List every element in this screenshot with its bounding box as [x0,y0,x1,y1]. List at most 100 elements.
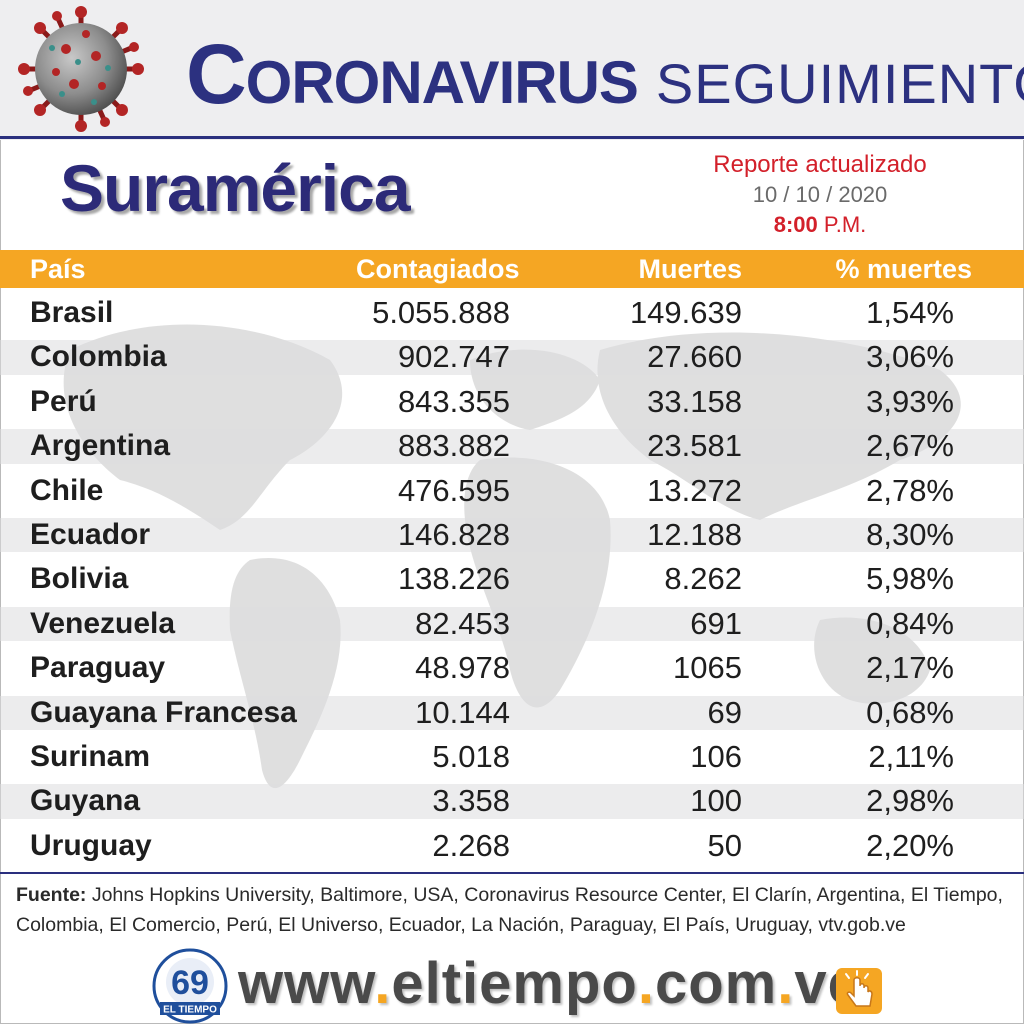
footer: 69 EL TIEMPO www.eltiempo.com.ve [0,944,1024,1024]
cell-country: Guayana Francesa [30,695,297,729]
cell-cases: 902.747 [397,339,510,375]
cell-cases: 883.882 [397,428,510,464]
cell-deaths: 1065 [673,650,742,686]
region-heading: Suramérica [60,151,411,225]
title-seguimiento: SEGUIMIENTO [655,52,1024,115]
coronavirus-icon [18,6,144,132]
table-row: Ecuador 146.828 12.188 8,30% [0,513,1024,557]
cell-deaths: 50 [707,827,742,863]
logo-number: 69 [171,964,209,1002]
cell-cases: 82.453 [415,605,510,641]
el-tiempo-69-logo: 69 EL TIEMPO [152,948,228,1024]
cell-country: Brasil [30,296,114,329]
column-header-death-rate: % muertes [835,254,972,284]
table-row: Guyana 3.358 100 2,98% [0,779,1024,823]
title-rest: ORONAVIRUS [245,49,639,116]
cell-cases: 10.144 [415,694,510,730]
cell-country: Chile [30,473,104,507]
cell-cases: 843.355 [397,383,510,419]
cell-death-rate: 2,67% [866,428,954,464]
cell-death-rate: 2,20% [866,827,954,863]
table-row: Guayana Francesa 10.144 69 0,68% [0,691,1024,735]
cell-deaths: 691 [690,605,742,641]
cell-cases: 48.978 [415,650,510,686]
cell-cases: 3.358 [432,783,510,819]
table-header: País Contagiados Muertes % muertes [0,250,1024,288]
cell-death-rate: 2,11% [868,738,954,774]
cell-death-rate: 2,78% [866,472,954,508]
cell-death-rate: 3,93% [866,383,954,419]
cell-death-rate: 3,06% [866,339,954,375]
table-row: Venezuela 82.453 691 0,84% [0,602,1024,646]
cell-deaths: 8.262 [664,561,742,597]
cell-deaths: 106 [690,738,742,774]
column-header-deaths: Muertes [638,254,742,284]
cell-country: Ecuador [30,517,151,551]
cell-deaths: 23.581 [647,428,742,464]
cell-death-rate: 8,30% [866,516,954,552]
cell-deaths: 69 [707,694,742,730]
report-date: 10 / 10 / 2020 [752,182,888,207]
cell-deaths: 149.639 [629,295,742,330]
cell-country: Venezuela [30,606,176,640]
url-dot: . [374,951,392,1016]
cell-deaths: 33.158 [647,383,742,419]
cell-death-rate: 5,98% [866,561,954,597]
cell-country: Surinam [30,739,151,773]
url-part: eltiempo [391,951,638,1016]
table-row: Brasil 5.055.888 149.639 1,54% [0,291,1024,335]
table-row: Paraguay 48.978 1065 2,17% [0,646,1024,690]
cell-death-rate: 2,98% [866,783,954,819]
source-label: Fuente: [16,884,87,906]
cell-cases: 146.828 [397,516,510,552]
table-row: Surinam 5.018 106 2,11% [0,735,1024,779]
cell-cases: 5.055.888 [372,295,510,330]
footer-divider [0,872,1024,874]
table-row: Perú 843.355 33.158 3,93% [0,380,1024,424]
cell-cases: 476.595 [397,472,510,508]
cell-deaths: 27.660 [647,339,742,375]
cell-deaths: 12.188 [647,516,742,552]
cell-cases: 5.018 [432,738,510,774]
column-header-cases: Contagiados [356,254,520,284]
cell-country: Bolivia [30,562,129,596]
cell-deaths: 100 [690,783,742,819]
cell-death-rate: 0,68% [866,694,954,730]
cell-death-rate: 2,17% [866,650,954,686]
url-part: www [238,951,375,1016]
table-row: Chile 476.595 13.272 2,78% [0,469,1024,513]
table-row: Argentina 883.882 23.581 2,67% [0,424,1024,468]
cell-death-rate: 0,84% [866,605,954,641]
hand-pointer-icon [836,968,882,1014]
report-label: Reporte actualizado [713,151,927,178]
cell-country: Uruguay [30,828,152,862]
table-row: Bolivia 138.226 8.262 5,98% [0,557,1024,601]
cell-country: Guyana [30,784,141,818]
column-header-country: País [30,254,86,284]
cell-country: Colombia [30,340,167,374]
cell-country: Paraguay [30,651,166,685]
report-time: 8:00 P.M. [700,210,940,240]
page-title: CORONAVIRUS SEGUIMIENTO [186,26,1024,121]
cell-cases: 2.268 [432,827,510,863]
url-dot: . [637,951,655,1016]
header-divider [0,136,1024,139]
title-coronavirus: CORONAVIRUS [186,26,639,123]
logo-text: EL TIEMPO [163,1005,217,1016]
report-info: Reporte actualizado 10 / 10 / 2020 8:00 … [700,150,940,240]
url-dot: . [777,951,795,1016]
cell-death-rate: 1,54% [866,295,954,330]
cell-cases: 138.226 [397,561,510,597]
table-row: Uruguay 2.268 50 2,20% [0,824,1024,868]
data-table: País Contagiados Muertes % muertes Brasi… [0,250,1024,870]
source-note: Fuente: Johns Hopkins University, Baltim… [16,880,1006,940]
cell-deaths: 13.272 [647,472,742,508]
cell-country: Perú [30,384,97,418]
table-body: Brasil 5.055.888 149.639 1,54% Colombia … [0,291,1024,868]
header-band [0,0,1024,140]
report-time-period: P.M. [823,212,867,237]
title-initial: C [186,27,247,121]
website-url[interactable]: www.eltiempo.com.ve [238,950,861,1017]
table-row: Colombia 902.747 27.660 3,06% [0,335,1024,379]
cell-country: Argentina [30,429,171,463]
